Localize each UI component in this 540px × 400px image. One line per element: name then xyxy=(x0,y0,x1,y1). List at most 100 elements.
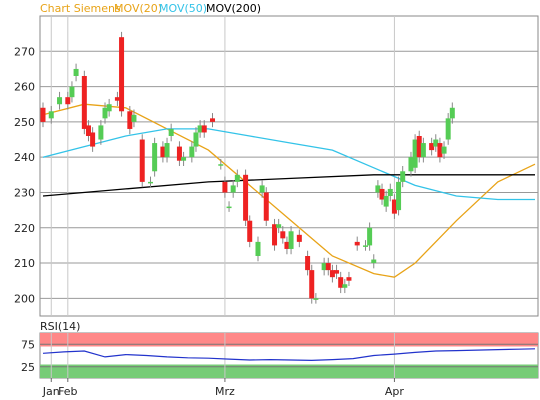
price-tick-label: 250 xyxy=(14,116,35,129)
x-tick-label: Mrz xyxy=(215,385,235,398)
x-tick-label: Apr xyxy=(385,385,405,398)
rsi-tick-label: 75 xyxy=(21,338,35,351)
candle-down xyxy=(416,130,422,163)
candle-up xyxy=(106,98,112,117)
moving-averages xyxy=(42,103,536,278)
candle-up xyxy=(102,102,108,124)
candle-up xyxy=(375,180,381,198)
candle-down xyxy=(309,264,315,304)
candle-down xyxy=(346,271,352,286)
candle-up xyxy=(396,176,402,216)
price-tick-label: 210 xyxy=(14,257,35,270)
candle-down xyxy=(222,176,228,198)
candle-down xyxy=(114,91,120,106)
candle-down xyxy=(65,91,71,110)
price-tick-label: 200 xyxy=(14,292,35,305)
candle-down xyxy=(160,141,166,163)
candle-down xyxy=(280,226,286,244)
candle-up xyxy=(433,134,439,152)
candle-down xyxy=(243,169,249,226)
price-plot-frame xyxy=(39,15,539,317)
candle-up xyxy=(383,190,389,212)
candle-down xyxy=(81,70,87,135)
candle-up xyxy=(164,137,170,163)
mov-line-50 xyxy=(42,128,535,201)
candle-up xyxy=(48,106,54,124)
candle-down xyxy=(305,250,311,276)
price-tick-label: 230 xyxy=(14,186,35,199)
rsi-overbought-band xyxy=(40,333,538,347)
candle-down xyxy=(119,31,125,117)
candle-up xyxy=(362,240,368,251)
rsi-line xyxy=(42,348,536,362)
rsi-axis: 25 75 xyxy=(21,338,35,374)
candle-up xyxy=(193,127,199,152)
candle-down xyxy=(272,218,278,251)
candle-up xyxy=(131,109,137,128)
candle-up xyxy=(371,254,377,269)
candle-down xyxy=(429,137,435,156)
candle-down xyxy=(379,183,385,205)
candle-up xyxy=(57,91,63,110)
candles xyxy=(40,31,455,304)
candle-up xyxy=(147,176,153,188)
candle-up xyxy=(73,63,79,82)
candle-down xyxy=(296,229,302,248)
candle-down xyxy=(354,236,360,251)
candle-down xyxy=(127,106,133,135)
candle-up xyxy=(189,141,195,163)
price-tick-label: 220 xyxy=(14,222,35,235)
candle-up xyxy=(400,166,406,188)
rsi-grid xyxy=(40,333,538,378)
candle-down xyxy=(40,102,46,128)
candle-down xyxy=(329,264,335,283)
mov-line-200 xyxy=(42,174,535,197)
candle-up xyxy=(441,141,447,159)
rsi-label: RSI(14) xyxy=(40,320,80,333)
candle-up xyxy=(69,81,75,103)
chart-title: Chart Siemens xyxy=(40,2,121,15)
candle-down xyxy=(201,120,207,138)
candle-down xyxy=(210,113,216,128)
candle-up xyxy=(255,236,261,262)
candle-up xyxy=(313,293,319,304)
candle-down xyxy=(284,236,290,255)
candle-up xyxy=(181,151,187,166)
candle-down xyxy=(437,137,443,163)
price-tick-label: 260 xyxy=(14,81,35,94)
candle-down xyxy=(391,194,397,219)
candle-down xyxy=(85,120,91,142)
candle-up xyxy=(197,120,203,138)
candle-down xyxy=(263,187,269,226)
candle-down xyxy=(338,271,344,294)
candle-up xyxy=(449,102,455,124)
mov-line-20 xyxy=(42,103,536,278)
candle-up xyxy=(98,120,104,145)
candle-up xyxy=(218,158,224,170)
x-tick-label: Feb xyxy=(58,385,77,398)
price-tick-label: 240 xyxy=(14,151,35,164)
candle-up xyxy=(152,137,158,177)
candle-down xyxy=(90,127,96,152)
candle-up xyxy=(342,278,348,294)
candle-up xyxy=(321,257,327,276)
candle-up xyxy=(420,137,426,163)
candle-down xyxy=(176,141,182,166)
candle-up xyxy=(226,201,232,212)
candle-up xyxy=(234,169,240,188)
candle-down xyxy=(325,257,331,276)
candle-up xyxy=(367,222,373,251)
candle-up xyxy=(445,113,451,145)
price-tick-label: 270 xyxy=(14,45,35,58)
price-axis: 200 210 220 230 240 250 260 270 xyxy=(14,45,35,305)
candle-up xyxy=(276,218,282,234)
candle-up xyxy=(288,226,294,255)
candle-up xyxy=(259,180,265,198)
legend-mov20: MOV(20) xyxy=(114,2,162,15)
legend-mov200: MOV(200) xyxy=(206,2,261,15)
candle-down xyxy=(139,134,145,188)
candle-up xyxy=(168,123,174,142)
legend-mov50: MOV(50) xyxy=(159,2,207,15)
